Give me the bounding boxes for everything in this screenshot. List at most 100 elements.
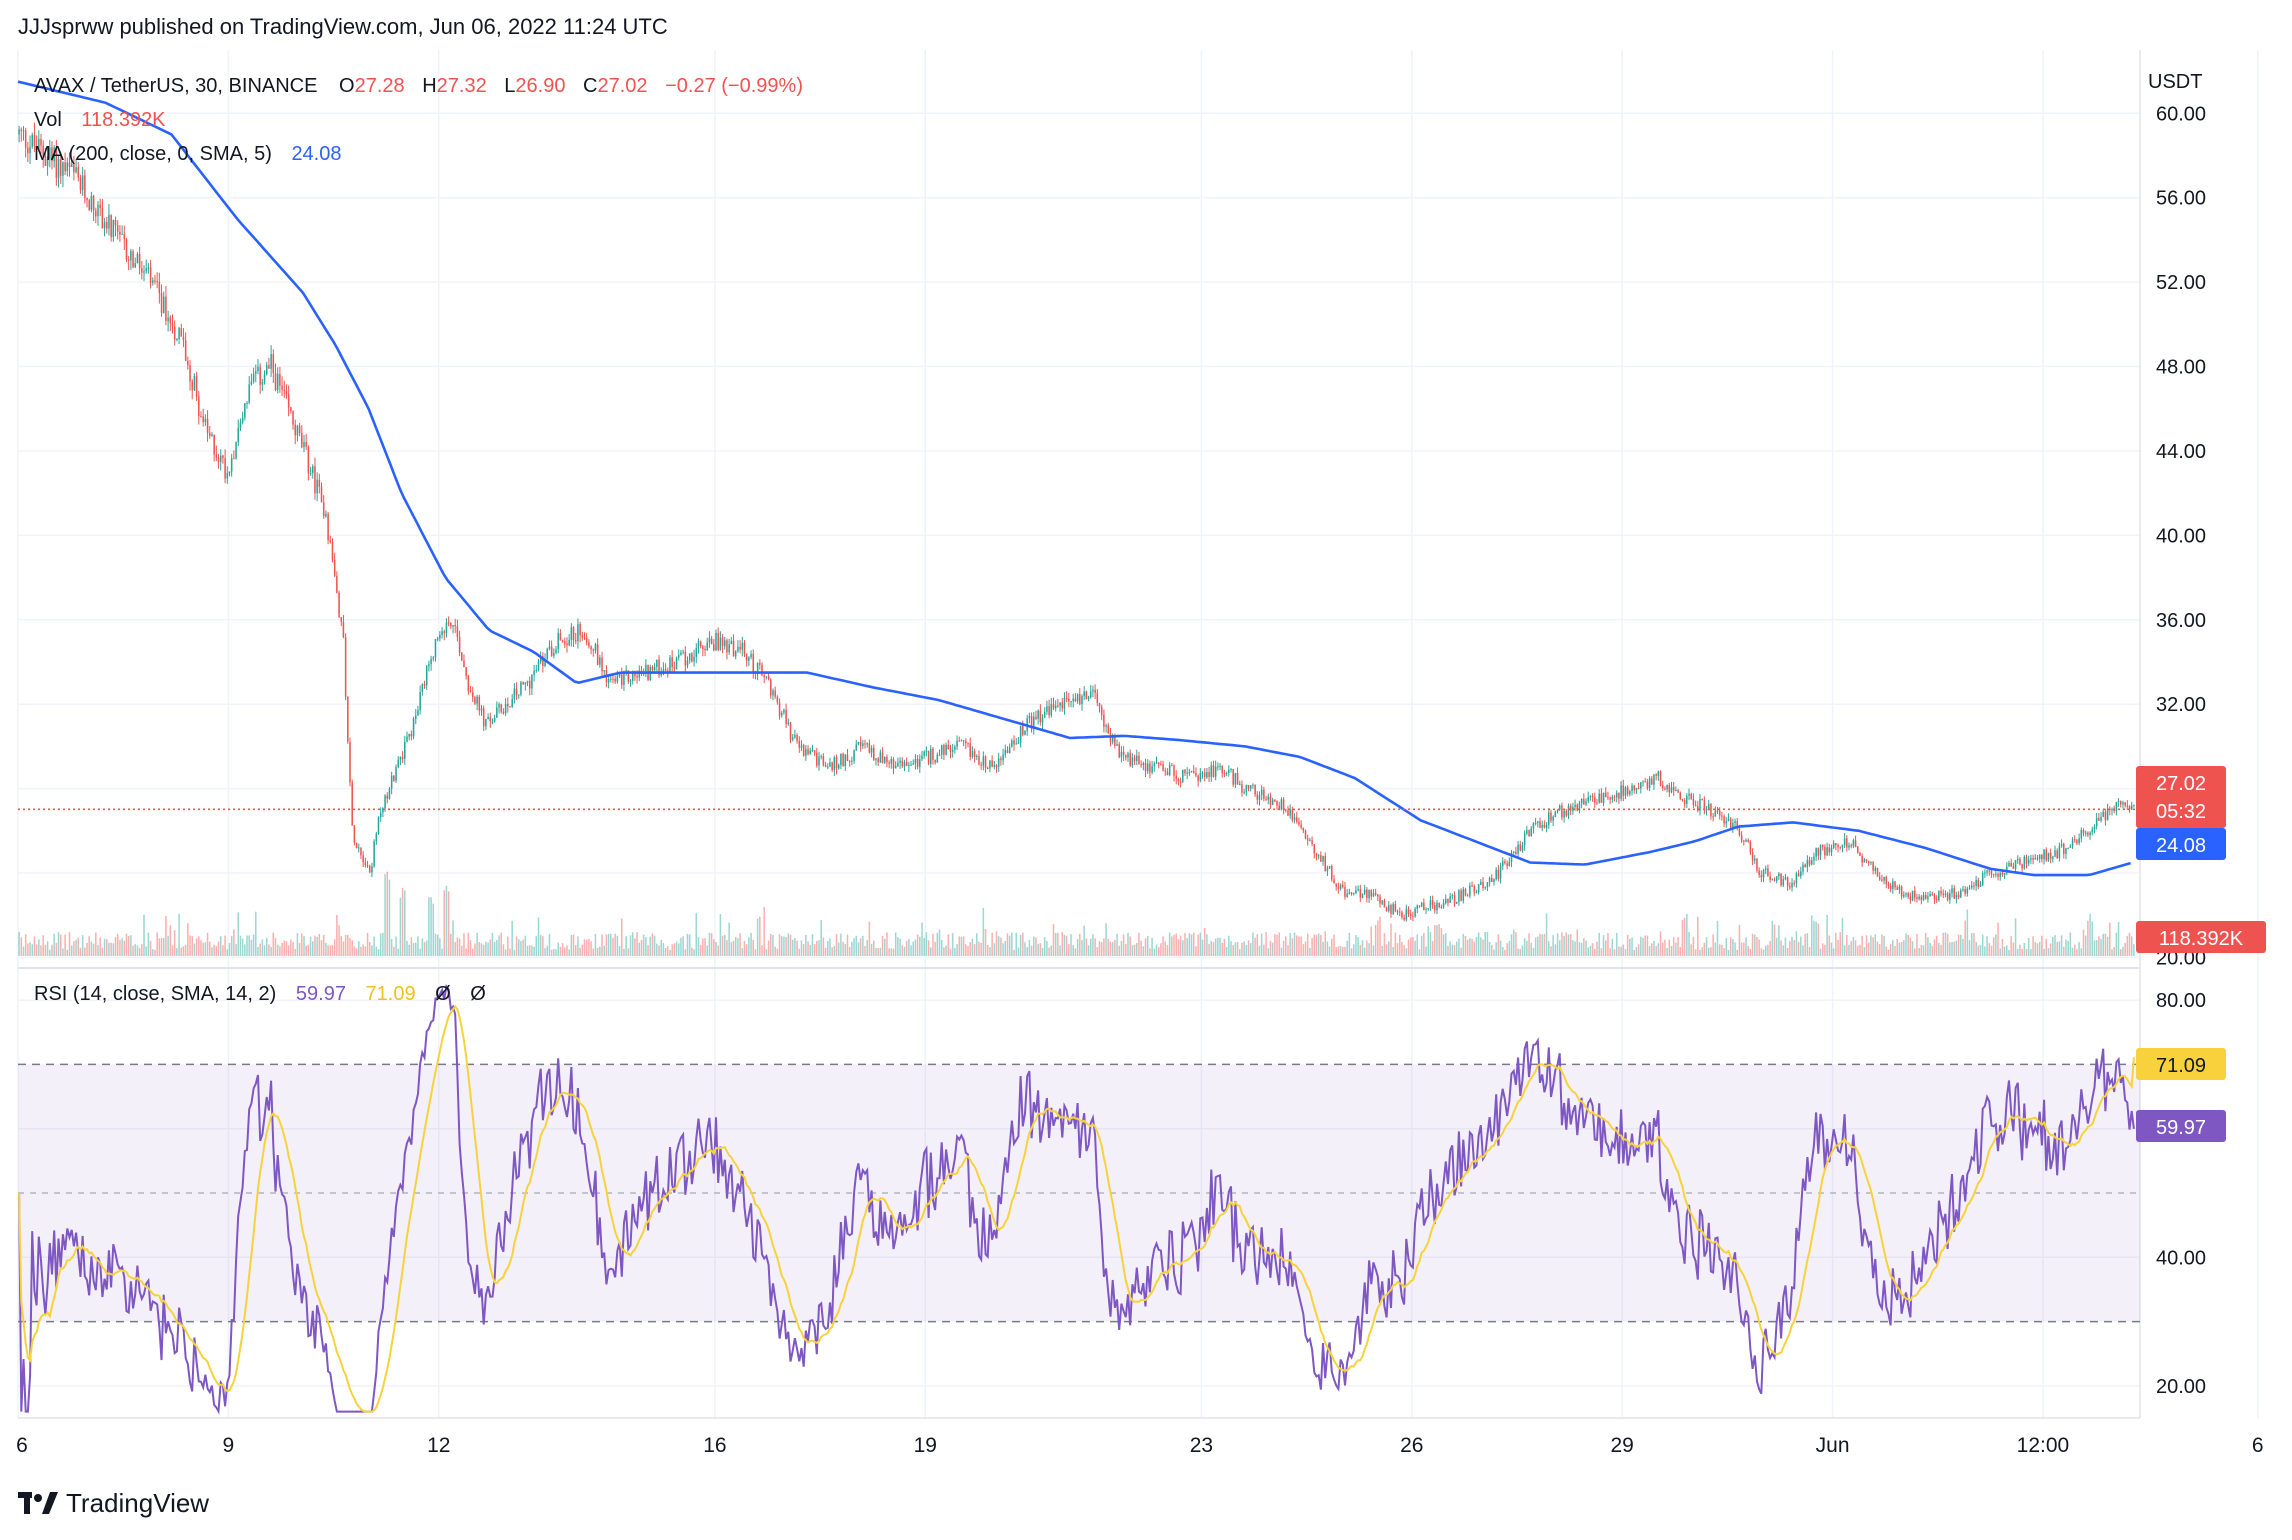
candle-body xyxy=(114,219,117,226)
volume-bar xyxy=(1109,941,1112,956)
volume-bar xyxy=(66,949,69,956)
candle-body xyxy=(623,673,625,685)
volume-bar xyxy=(211,947,213,956)
volume-bar xyxy=(1813,920,1815,956)
candle-body xyxy=(1285,809,1287,811)
volume-bar xyxy=(1063,934,1066,956)
ma-badge: 24.08 xyxy=(2136,828,2226,860)
candle-body xyxy=(1550,812,1552,821)
candle-body xyxy=(829,762,831,767)
volume-bar xyxy=(976,933,978,956)
volume-bar xyxy=(853,938,855,956)
volume-bar xyxy=(1449,941,1451,956)
candle-body xyxy=(1780,873,1782,886)
volume-bar xyxy=(770,933,772,956)
volume-bar xyxy=(1337,946,1340,956)
legend-volume[interactable]: Vol 118.392K xyxy=(34,109,166,131)
volume-bar xyxy=(1679,946,1682,956)
candle-body xyxy=(715,633,717,651)
price-tick-label: 60.00 xyxy=(2156,103,2206,125)
candle-body xyxy=(688,653,691,661)
candle-body xyxy=(811,750,814,752)
volume-bar xyxy=(1203,927,1206,956)
candle-body xyxy=(1583,798,1585,805)
volume-bar xyxy=(1951,942,1953,956)
candle-body xyxy=(491,721,494,723)
candle-body xyxy=(1344,886,1346,897)
volume-bar xyxy=(474,943,476,956)
candle-body xyxy=(2019,858,2021,865)
volume-bar xyxy=(1521,945,1524,956)
volume-bar xyxy=(962,936,965,956)
candle-body xyxy=(1267,796,1270,800)
legend-rsi[interactable]: RSI (14, close, SMA, 14, 2) 59.97 71.09 … xyxy=(34,983,486,1005)
volume-bar xyxy=(1076,939,1079,956)
volume-bar xyxy=(890,948,893,956)
volume-bar xyxy=(1412,937,1414,956)
volume-bar xyxy=(1953,941,1955,956)
candle-body xyxy=(222,455,224,459)
volume-bar xyxy=(1201,939,1204,956)
price-tick-label: 36.00 xyxy=(2156,610,2206,632)
volume-bar xyxy=(1517,948,1519,956)
candle-body xyxy=(1558,805,1561,810)
candle-body xyxy=(138,253,141,269)
volume-bar xyxy=(1692,936,1695,956)
candle-body xyxy=(2045,849,2048,861)
candle-body xyxy=(620,674,623,685)
candle-body xyxy=(686,660,689,666)
candle-body xyxy=(268,365,270,369)
rsi-tick-label: 40.00 xyxy=(2156,1247,2206,1269)
volume-bar xyxy=(1096,947,1099,956)
candle-body xyxy=(1911,890,1914,901)
candle-body xyxy=(1287,810,1289,816)
volume-bar xyxy=(2023,942,2026,956)
candle-body xyxy=(1721,815,1723,817)
volume-bar xyxy=(1135,942,1138,956)
tradingview-logo[interactable]: TradingView xyxy=(18,1488,209,1519)
volume-bar xyxy=(1920,944,1923,956)
volume-bar xyxy=(279,946,281,956)
volume-bar xyxy=(1184,932,1186,956)
candle-body xyxy=(283,389,286,391)
volume-bar xyxy=(1572,940,1574,956)
volume-bar xyxy=(1778,925,1780,956)
candle-body xyxy=(612,678,614,680)
volume-bar xyxy=(1083,925,1085,956)
volume-bar xyxy=(829,938,831,956)
volume-bar xyxy=(1116,933,1118,956)
legend-ma[interactable]: MA (200, close, 0, SMA, 5) 24.08 xyxy=(34,143,342,165)
candle-body xyxy=(1732,823,1734,828)
candle-body xyxy=(1889,885,1892,890)
candle-body xyxy=(513,688,516,700)
candle-body xyxy=(1734,821,1736,824)
candle-body xyxy=(2087,832,2089,836)
volume-bar xyxy=(2027,938,2030,956)
volume-bar xyxy=(717,945,719,956)
candle-body xyxy=(840,753,842,766)
candle-body xyxy=(820,756,822,758)
candle-body xyxy=(165,296,167,321)
candle-body xyxy=(393,775,395,781)
candle-body xyxy=(290,407,292,412)
volume-bar xyxy=(778,934,781,956)
volume-bar xyxy=(1510,934,1513,956)
candle-body xyxy=(1802,864,1804,872)
price-tick-label: 40.00 xyxy=(2156,525,2206,547)
volume-bar xyxy=(176,948,178,956)
volume-bar xyxy=(1243,941,1245,956)
time-tick-label: 12:00 xyxy=(2017,1434,2070,1457)
candle-body xyxy=(897,762,899,767)
volume-bar xyxy=(916,934,919,956)
volume-bars xyxy=(18,871,2135,956)
legend-symbol[interactable]: AVAX / TetherUS, 30, BINANCE O27.28 H27.… xyxy=(34,75,803,97)
candle-body xyxy=(1773,879,1776,881)
volume-bar xyxy=(1247,940,1250,956)
volume-bar xyxy=(623,948,625,956)
volume-bar xyxy=(1754,934,1756,956)
volume-bar xyxy=(1462,933,1465,956)
candle-body xyxy=(1418,905,1421,907)
price-axis-ticks: 60.0056.0052.0048.0044.0040.0036.0032.00… xyxy=(2156,103,2206,969)
volume-bar xyxy=(2025,948,2028,956)
